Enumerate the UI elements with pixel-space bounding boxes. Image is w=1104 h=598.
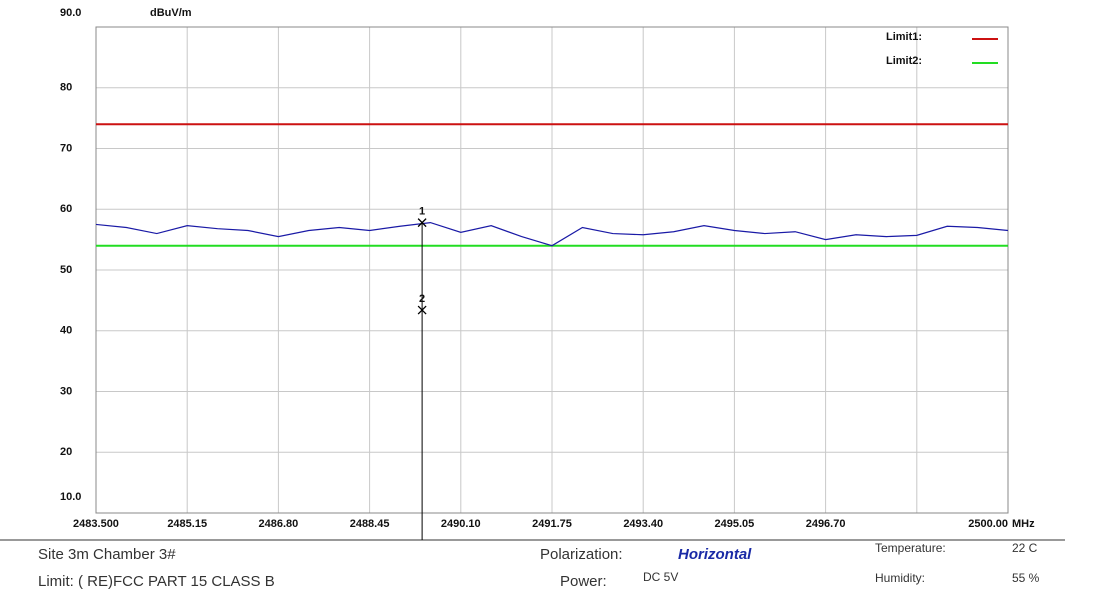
marker-label: 1 <box>419 206 425 218</box>
y-tick-label: 10.0 <box>60 491 81 503</box>
y-tick-label: 30 <box>60 385 72 397</box>
y-unit: dBuV/m <box>150 7 192 19</box>
x-tick-label: 2491.75 <box>532 518 572 530</box>
y-tick-label: 20 <box>60 446 72 458</box>
x-tick-label: 2483.500 <box>73 518 119 530</box>
power-label: Power: <box>560 573 607 590</box>
trace <box>95 222 1009 247</box>
x-tick-label: 2485.15 <box>167 518 207 530</box>
y-tick-label: 70 <box>60 142 72 154</box>
y-tick-label: 60 <box>60 203 72 215</box>
x-tick-label: 2486.80 <box>259 518 299 530</box>
marker-label: 2 <box>419 293 425 305</box>
marker <box>417 218 427 228</box>
site: Site 3m Chamber 3# <box>38 546 176 563</box>
legend-label: Limit1: <box>886 31 922 43</box>
marker <box>417 305 427 315</box>
x-unit: MHz <box>1012 518 1035 530</box>
y-tick-label: 50 <box>60 264 72 276</box>
x-tick-label: 2500.00 <box>968 518 1008 530</box>
polarization: Horizontal <box>678 546 752 563</box>
x-tick-label: 2490.10 <box>441 518 481 530</box>
x-tick-label: 2496.70 <box>806 518 846 530</box>
polarization-label: Polarization: <box>540 546 623 563</box>
y-tick-label: 80 <box>60 82 72 94</box>
power: DC 5V <box>643 570 678 584</box>
humidity-label: Humidity: <box>875 571 925 585</box>
y-tick-label: 40 <box>60 325 72 337</box>
humidity: 55 % <box>1012 571 1040 585</box>
plot-area <box>95 26 1009 514</box>
temperature: 22 C <box>1012 541 1038 555</box>
limit-name: Limit: ( RE)FCC PART 15 CLASS B <box>38 573 275 590</box>
y-tick-label: 90.0 <box>60 7 81 19</box>
x-tick-label: 2493.40 <box>623 518 663 530</box>
x-tick-label: 2488.45 <box>350 518 390 530</box>
x-tick-label: 2495.05 <box>715 518 755 530</box>
legend-label: Limit2: <box>886 55 922 67</box>
temperature-label: Temperature: <box>875 541 946 555</box>
